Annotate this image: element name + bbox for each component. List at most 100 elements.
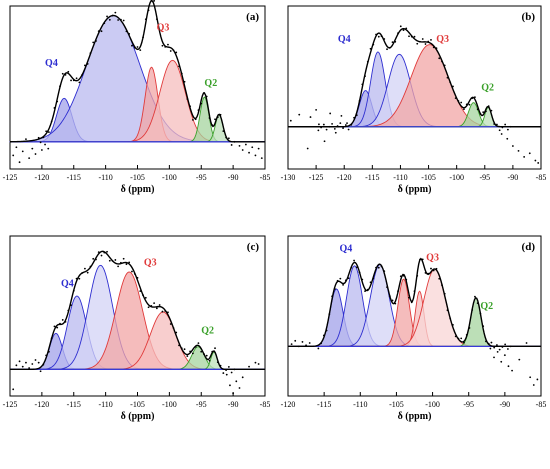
annotation-q3: Q3 [157, 22, 170, 33]
data-point [39, 141, 42, 144]
data-point [350, 123, 353, 126]
x-tick-label: -110 [98, 173, 112, 182]
data-point [465, 333, 468, 336]
data-point [435, 267, 438, 270]
data-point [446, 76, 449, 79]
data-point [424, 272, 427, 274]
data-point [227, 137, 230, 140]
data-point [125, 30, 128, 33]
annotation-q2: Q2 [204, 78, 217, 89]
data-point [219, 364, 222, 367]
data-point [454, 335, 457, 338]
data-point [443, 292, 446, 295]
data-point [496, 123, 498, 126]
data-point [361, 278, 364, 281]
data-point [158, 304, 161, 306]
x-tick-label: -125 [309, 173, 324, 182]
data-point [161, 44, 164, 47]
data-point [56, 100, 59, 103]
data-point [427, 40, 430, 43]
data-point [67, 309, 70, 312]
data-point [205, 354, 208, 357]
data-point [155, 307, 158, 310]
annotation-q2: Q2 [201, 325, 214, 336]
data-point [523, 156, 526, 158]
data-point [169, 323, 172, 325]
data-point [391, 299, 394, 302]
panel-label: (a) [246, 11, 259, 23]
data-point [81, 73, 84, 76]
fit-envelope [9, 0, 265, 143]
data-point [441, 60, 443, 63]
data-point [125, 263, 128, 266]
x-tick-label: -100 [425, 400, 440, 409]
data-point [471, 309, 474, 311]
data-point [183, 80, 186, 83]
data-point [413, 290, 416, 293]
data-point [61, 319, 64, 321]
data-point [534, 159, 537, 162]
data-point [15, 364, 18, 367]
panel-label: (c) [247, 241, 260, 253]
data-point [339, 277, 342, 280]
data-point [364, 290, 366, 293]
data-point [397, 32, 399, 35]
x-tick-label: -110 [393, 173, 407, 182]
data-point [336, 279, 339, 282]
data-point [47, 147, 50, 150]
data-point [537, 162, 540, 164]
data-point [222, 130, 225, 132]
data-point [111, 14, 114, 17]
data-point [150, 0, 153, 1]
data-point [200, 350, 203, 353]
data-point [435, 47, 438, 50]
data-point [84, 64, 86, 67]
data-point [323, 140, 326, 143]
panel-3: -125 -120 -115 -110 -105 -100 -95 -90 -85 δ (ppm)… [3, 235, 270, 422]
data-point [175, 331, 178, 334]
data-point [500, 133, 503, 135]
data-point [75, 277, 78, 280]
data-point [405, 278, 408, 281]
data-point [222, 372, 225, 374]
data-point [336, 125, 339, 127]
data-point [164, 46, 167, 48]
data-point [413, 35, 416, 38]
data-point [289, 119, 292, 122]
data-point [219, 113, 222, 116]
annotation-q3: Q3 [144, 257, 157, 268]
data-point [34, 359, 37, 361]
data-point [358, 271, 361, 274]
data-point [95, 40, 97, 42]
data-point [424, 43, 427, 45]
data-point [216, 361, 219, 364]
data-point [294, 339, 297, 342]
x-tick-label: -100 [162, 173, 177, 182]
x-axis-label: δ (ppm) [398, 411, 432, 422]
data-point [366, 60, 369, 63]
data-point [490, 109, 493, 112]
data-point [34, 153, 37, 155]
data-point [344, 124, 347, 126]
data-point [457, 337, 460, 340]
data-point [257, 147, 260, 150]
data-point [200, 102, 203, 105]
data-point [81, 272, 84, 274]
data-point [388, 295, 391, 297]
data-point [501, 126, 504, 129]
data-point [142, 36, 144, 39]
x-tick-label: -115 [365, 173, 379, 182]
data-point [408, 296, 410, 299]
data-point [474, 295, 476, 298]
data-point [64, 74, 67, 76]
x-tick-label: -125 [3, 173, 18, 182]
data-point [64, 320, 67, 323]
data-point [342, 283, 344, 286]
data-point [12, 388, 15, 391]
data-point [230, 144, 233, 146]
data-point [517, 149, 520, 152]
data-point [457, 100, 460, 102]
data-point [233, 368, 236, 371]
data-point [493, 346, 496, 349]
data-point [339, 122, 342, 125]
